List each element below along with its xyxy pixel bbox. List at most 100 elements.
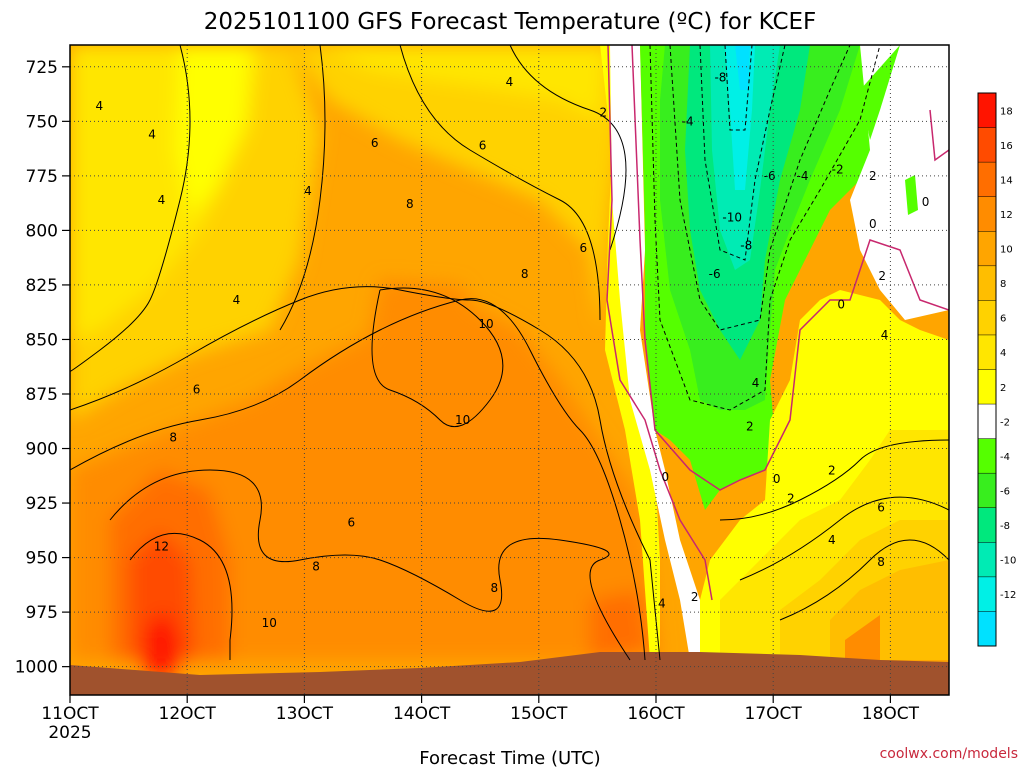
y-tick-label: 900 xyxy=(26,440,58,460)
x-tick-label: 14OCT xyxy=(393,704,451,724)
colorbar-segment xyxy=(978,231,996,267)
contour-label: 6 xyxy=(347,516,355,530)
colorbar-segment xyxy=(978,300,996,336)
contour-label: 8 xyxy=(312,559,320,573)
colorbar-tick-label: -12 xyxy=(1000,590,1016,601)
contour-label: 4 xyxy=(304,184,312,198)
contour-label: 0 xyxy=(869,217,877,231)
colorbar-tick-label: 2 xyxy=(1000,383,1006,394)
contour-label: 8 xyxy=(490,581,498,595)
contour-label: -8 xyxy=(740,239,752,253)
x-axis: 11OCT 12OCT 13OCT 14OCT 15OCT 16OCT 17OCT 18OCT xyxy=(41,695,920,724)
colorbar-segment xyxy=(978,162,996,198)
colorbar-tick-label: -4 xyxy=(1000,452,1010,463)
x-tick-label: 18OCT xyxy=(862,704,920,724)
contour-label: -8 xyxy=(714,71,726,85)
colorbar-tick-label: 6 xyxy=(1000,314,1006,325)
contour-label: 4 xyxy=(506,75,514,89)
contour-label: 2 xyxy=(869,169,877,183)
contour-label: 2 xyxy=(691,590,699,604)
y-tick-label: 775 xyxy=(26,167,58,187)
contour-label: 6 xyxy=(371,136,379,150)
colorbar-tick-label: 12 xyxy=(1000,210,1013,221)
colorbar-tick-label: 16 xyxy=(1000,141,1013,152)
colorbar-tick-label: -10 xyxy=(1000,556,1016,567)
y-tick-label: 950 xyxy=(26,549,58,569)
dashed-contours xyxy=(649,45,881,411)
contour-label: 10 xyxy=(455,413,470,427)
colorbar-segment xyxy=(978,93,996,129)
y-tick-label: 975 xyxy=(26,603,58,623)
contour-label: 4 xyxy=(752,376,760,390)
contour-lines xyxy=(70,45,949,661)
y-tick-label: 850 xyxy=(26,330,58,350)
colorbar-segment xyxy=(978,576,996,612)
contour-label: 8 xyxy=(877,555,885,569)
colorbar-tick-label: -2 xyxy=(1000,417,1010,428)
contour-label: -6 xyxy=(764,169,776,183)
x-tick-label: 16OCT xyxy=(627,704,685,724)
x-year-label: 2025 xyxy=(48,723,91,743)
contour-label: 6 xyxy=(479,138,487,152)
contour-label: -6 xyxy=(709,267,721,281)
x-tick-label: 11OCT xyxy=(41,704,99,724)
contour-label: 2 xyxy=(599,106,607,120)
contour-label: 0 xyxy=(773,472,781,486)
y-tick-label: 1000 xyxy=(15,658,58,678)
contour-label: 10 xyxy=(478,317,493,331)
plot-frame xyxy=(69,44,950,696)
colorbar-segment xyxy=(978,334,996,370)
contour-label: 12 xyxy=(154,540,169,554)
temperature-field xyxy=(70,45,949,695)
colorbar-tick-label: 14 xyxy=(1000,175,1013,186)
colorbar-tick-label: -8 xyxy=(1000,521,1010,532)
y-tick-label: 750 xyxy=(26,112,58,132)
contour-label: -2 xyxy=(832,162,844,176)
contour-label: -4 xyxy=(682,114,694,128)
contour-label: 4 xyxy=(658,596,666,610)
y-tick-label: 825 xyxy=(26,276,58,296)
colorbar-tick-label: 8 xyxy=(1000,279,1006,290)
contour-label: 4 xyxy=(233,293,241,307)
colorbar-segment xyxy=(978,196,996,232)
contour-label: 8 xyxy=(521,267,529,281)
contour-label: 6 xyxy=(877,500,885,514)
y-tick-label: 725 xyxy=(26,58,58,78)
contour-label: 4 xyxy=(95,99,103,113)
contour-label: -10 xyxy=(722,210,742,224)
contour-label: 2 xyxy=(787,492,795,506)
contour-label: 10 xyxy=(262,616,277,630)
colorbar-segment xyxy=(978,265,996,301)
colorbar-segment xyxy=(978,507,996,543)
colorbar-tick-label: 10 xyxy=(1000,245,1013,256)
colorbar-segment xyxy=(978,438,996,474)
credit-text: coolwx.com/models xyxy=(880,746,1018,762)
contour-label: 6 xyxy=(580,241,588,255)
colorbar-segment xyxy=(978,369,996,405)
contour-label: 8 xyxy=(169,431,177,445)
freezing-contours xyxy=(606,45,949,601)
contour-label: 0 xyxy=(662,470,670,484)
chart-title: 2025101100 GFS Forecast Temperature (ºC)… xyxy=(204,9,817,35)
colorbar-segment xyxy=(978,611,996,647)
y-tick-label: 875 xyxy=(26,385,58,405)
colorbar-tick-label: 18 xyxy=(1000,106,1013,117)
contour-label: 8 xyxy=(406,197,414,211)
x-tick-label: 15OCT xyxy=(510,704,568,724)
y-tick-label: 800 xyxy=(26,221,58,241)
colorbar: 18 16 14 12 10 8 6 4 2 -2 -4 -6 -8 -10 -12 xyxy=(977,92,1016,647)
colorbar-tick-label: 4 xyxy=(1000,348,1006,359)
x-tick-label: 17OCT xyxy=(745,704,803,724)
contour-label: 4 xyxy=(828,533,836,547)
contour-label: 2 xyxy=(878,269,886,283)
contour-label: 0 xyxy=(922,195,930,209)
colorbar-segment xyxy=(978,542,996,578)
grid xyxy=(70,45,949,695)
contour-label: 6 xyxy=(193,383,201,397)
contour-label: 2 xyxy=(828,463,836,477)
colorbar-segment xyxy=(978,404,996,440)
y-axis: 725 750 775 800 825 850 875 900 925 950 975 1000 xyxy=(15,58,70,678)
colorbar-segment xyxy=(978,473,996,509)
contour-label: 4 xyxy=(148,127,156,141)
